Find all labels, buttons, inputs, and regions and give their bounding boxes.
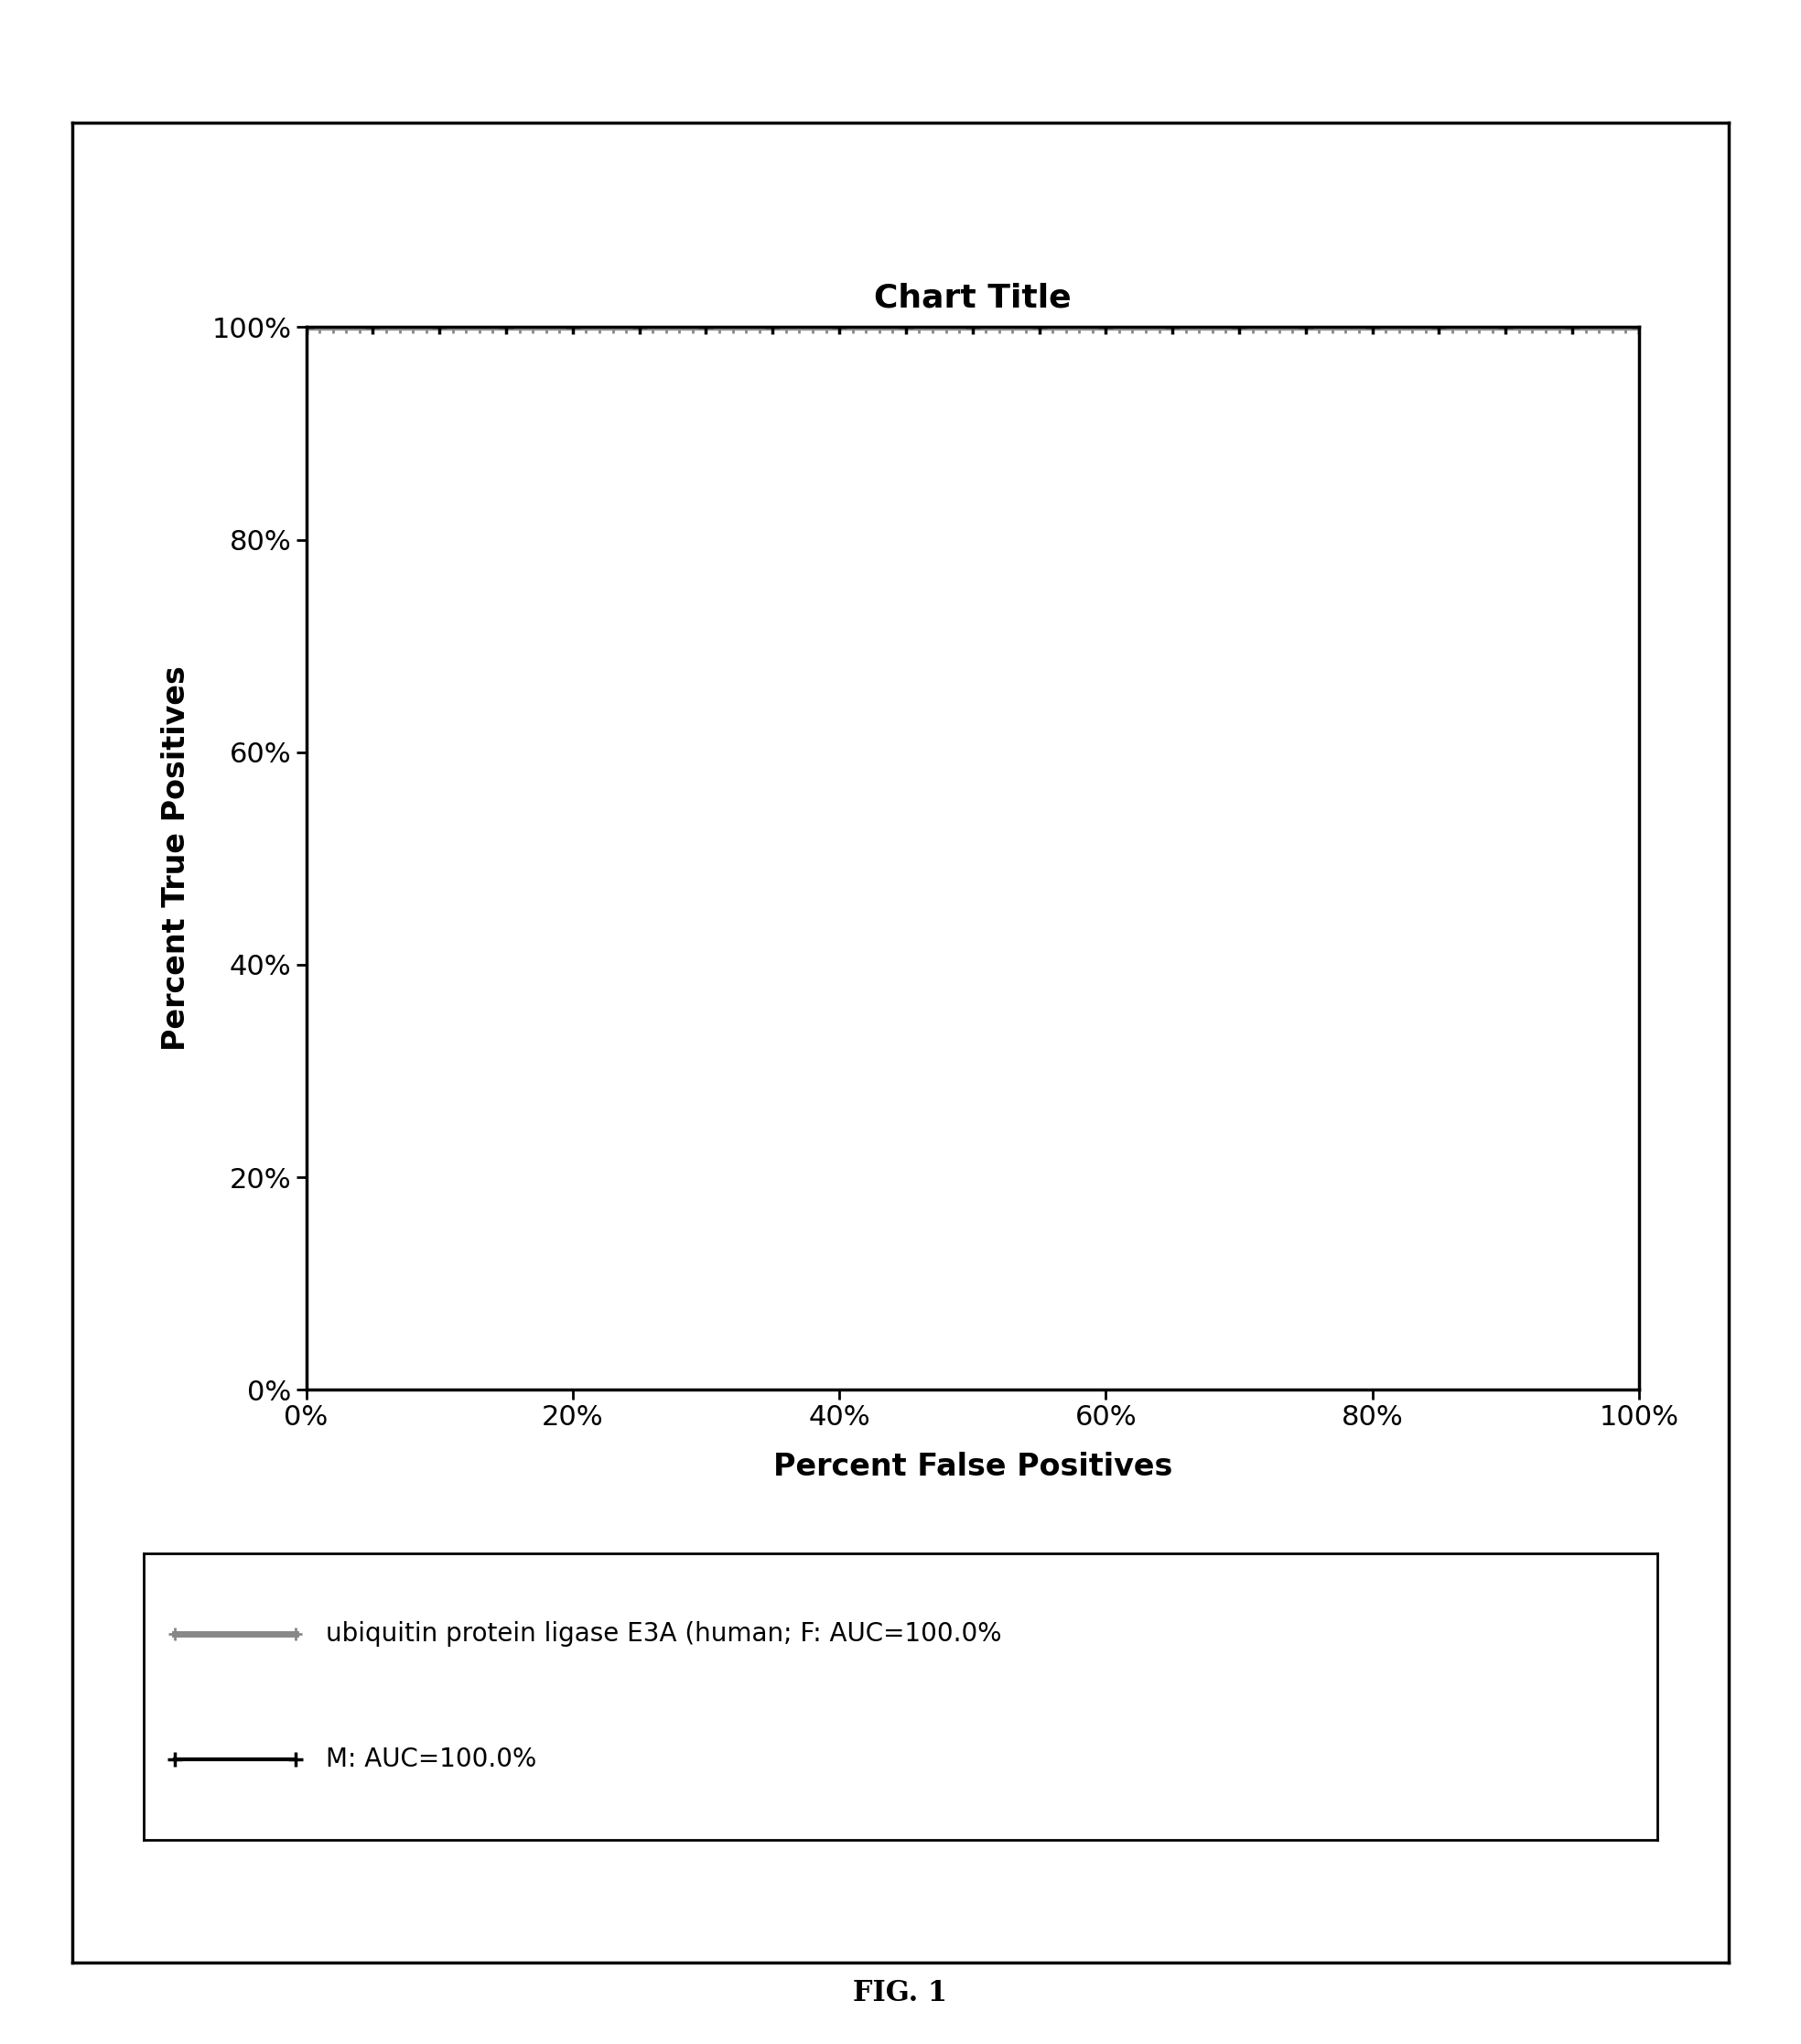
M: AUC=100.0%: (0.95, 1): AUC=100.0%: (0.95, 1) (1561, 315, 1583, 339)
ubiquitin protein ligase E3A (human; F: AUC=100.0%: (1, 1): AUC=100.0%: (1, 1) (1628, 315, 1650, 339)
ubiquitin protein ligase E3A (human; F: AUC=100.0%: (0.07, 1): AUC=100.0%: (0.07, 1) (389, 315, 411, 339)
Title: Chart Title: Chart Title (873, 282, 1072, 313)
M: AUC=100.0%: (0.45, 1): AUC=100.0%: (0.45, 1) (895, 315, 917, 339)
M: AUC=100.0%: (1, 1): AUC=100.0%: (1, 1) (1628, 315, 1650, 339)
M: AUC=100.0%: (0.35, 1): AUC=100.0%: (0.35, 1) (762, 315, 783, 339)
Y-axis label: Percent True Positives: Percent True Positives (162, 666, 191, 1051)
Text: M: AUC=100.0%: M: AUC=100.0% (326, 1748, 537, 1772)
M: AUC=100.0%: (0.15, 1): AUC=100.0%: (0.15, 1) (495, 315, 517, 339)
Line: ubiquitin protein ligase E3A (human; F: AUC=100.0%: ubiquitin protein ligase E3A (human; F: … (299, 321, 1646, 333)
M: AUC=100.0%: (0, 1): AUC=100.0%: (0, 1) (295, 315, 317, 339)
M: AUC=100.0%: (0.2, 1): AUC=100.0%: (0.2, 1) (562, 315, 584, 339)
ubiquitin protein ligase E3A (human; F: AUC=100.0%: (0.25, 1): AUC=100.0%: (0.25, 1) (629, 315, 650, 339)
M: AUC=100.0%: (0.25, 1): AUC=100.0%: (0.25, 1) (629, 315, 650, 339)
Text: FIG. 1: FIG. 1 (854, 1979, 947, 2007)
M: AUC=100.0%: (0.05, 1): AUC=100.0%: (0.05, 1) (362, 315, 384, 339)
M: AUC=100.0%: (0.3, 1): AUC=100.0%: (0.3, 1) (695, 315, 717, 339)
ubiquitin protein ligase E3A (human; F: AUC=100.0%: (0.7, 1): AUC=100.0%: (0.7, 1) (1228, 315, 1250, 339)
M: AUC=100.0%: (0.85, 1): AUC=100.0%: (0.85, 1) (1428, 315, 1450, 339)
M: AUC=100.0%: (0.6, 1): AUC=100.0%: (0.6, 1) (1095, 315, 1117, 339)
M: AUC=100.0%: (0.9, 1): AUC=100.0%: (0.9, 1) (1495, 315, 1516, 339)
M: AUC=100.0%: (0.5, 1): AUC=100.0%: (0.5, 1) (962, 315, 983, 339)
ubiquitin protein ligase E3A (human; F: AUC=100.0%: (0.6, 1): AUC=100.0%: (0.6, 1) (1095, 315, 1117, 339)
Text: ubiquitin protein ligase E3A (human; F: AUC=100.0%: ubiquitin protein ligase E3A (human; F: … (326, 1621, 1001, 1645)
M: AUC=100.0%: (0.4, 1): AUC=100.0%: (0.4, 1) (828, 315, 850, 339)
M: AUC=100.0%: (0.8, 1): AUC=100.0%: (0.8, 1) (1362, 315, 1383, 339)
M: AUC=100.0%: (0.7, 1): AUC=100.0%: (0.7, 1) (1228, 315, 1250, 339)
M: AUC=100.0%: (0.75, 1): AUC=100.0%: (0.75, 1) (1295, 315, 1317, 339)
ubiquitin protein ligase E3A (human; F: AUC=100.0%: (0, 1): AUC=100.0%: (0, 1) (295, 315, 317, 339)
M: AUC=100.0%: (0.65, 1): AUC=100.0%: (0.65, 1) (1162, 315, 1183, 339)
M: AUC=100.0%: (0.1, 1): AUC=100.0%: (0.1, 1) (429, 315, 450, 339)
ubiquitin protein ligase E3A (human; F: AUC=100.0%: (0.75, 1): AUC=100.0%: (0.75, 1) (1295, 315, 1317, 339)
ubiquitin protein ligase E3A (human; F: AUC=100.0%: (0.46, 1): AUC=100.0%: (0.46, 1) (908, 315, 929, 339)
X-axis label: Percent False Positives: Percent False Positives (773, 1451, 1172, 1482)
M: AUC=100.0%: (0.55, 1): AUC=100.0%: (0.55, 1) (1028, 315, 1050, 339)
Line: M: AUC=100.0%: M: AUC=100.0% (299, 319, 1646, 335)
